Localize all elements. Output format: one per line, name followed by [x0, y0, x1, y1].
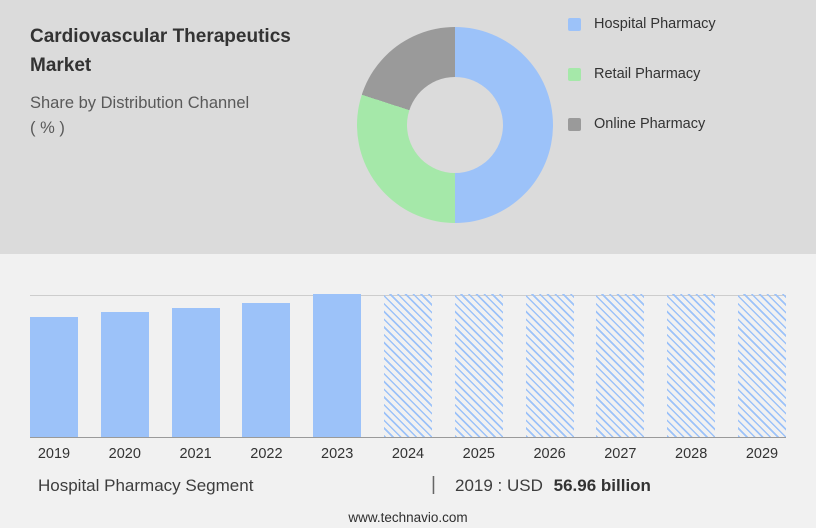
bottom-panel: 2019 2020 2021 2022 2023 2024 2025 2026 2027 2028… [0, 254, 816, 528]
bar-2019 [30, 317, 78, 437]
bar-chart: 2019 2020 2021 2022 2023 2024 2025 2026 2027 2028… [30, 294, 786, 462]
website-url: www.technavio.com [348, 510, 468, 525]
bar-2028 [667, 294, 716, 437]
bar-2025 [454, 294, 503, 437]
donut-chart [357, 27, 553, 223]
page-title: Cardiovascular Therapeutics Market [30, 26, 291, 77]
legend-swatch-retail-pharmacy [568, 67, 581, 81]
legend-swatch-online-pharmacy [568, 117, 581, 131]
legend-item-retail-pharmacy: Retail Pharmacy [568, 64, 716, 84]
stat-prefix: 2019 : USD [455, 476, 543, 495]
x-tick-2020: 2020 [108, 446, 141, 462]
bar-2027 [596, 294, 645, 437]
x-tick-2019: 2019 [37, 446, 71, 462]
legend-item-hospital-pharmacy: Hospital Pharmacy [568, 14, 716, 34]
x-tick-2022: 2022 [250, 446, 283, 462]
x-tick-2026: 2026 [533, 446, 566, 462]
bar-2020 [100, 312, 149, 437]
chart-subtitle: Share by Distribution Channel [30, 93, 250, 112]
x-tick-2028: 2028 [675, 446, 708, 462]
bar-2023 [313, 294, 362, 437]
x-tick-2025: 2025 [462, 446, 495, 462]
header: Cardiovascular Therapeutics Market Share… [30, 22, 335, 140]
footer-separator: | [431, 474, 436, 495]
x-tick-2024: 2024 [391, 446, 425, 462]
unit-label: ( % ) [30, 118, 65, 137]
stat-2019: 2019 : USD 56.96 billion [455, 476, 651, 496]
x-tick-2023: 2023 [321, 446, 354, 462]
pie-legend: Hospital Pharmacy Retail Pharmacy Online… [568, 14, 716, 164]
bar-2024 [383, 294, 432, 437]
bar-2026 [525, 294, 574, 437]
x-tick-2021: 2021 [179, 446, 212, 462]
footer: Hospital Pharmacy Segment | 2019 : USD 5… [38, 474, 778, 502]
legend-label: Online Pharmacy [594, 116, 706, 132]
x-axis-labels: 2019 2020 2021 2022 2023 2024 2025 2026 2027 2028… [30, 446, 786, 462]
x-tick-2027: 2027 [604, 446, 637, 462]
bar-2021 [171, 308, 220, 437]
legend-swatch-hospital-pharmacy [568, 17, 581, 31]
x-tick-2029: 2029 [745, 446, 779, 462]
top-panel: Cardiovascular Therapeutics Market Share… [0, 0, 816, 254]
bar-2029 [737, 294, 786, 437]
plot-area [30, 294, 786, 438]
segment-label: Hospital Pharmacy Segment [38, 476, 254, 495]
stat-value: 56.96 billion [553, 476, 651, 495]
legend-label: Retail Pharmacy [594, 66, 701, 82]
legend-label: Hospital Pharmacy [594, 16, 716, 32]
donut-hole [407, 77, 503, 173]
legend-item-online-pharmacy: Online Pharmacy [568, 114, 716, 134]
bar-2022 [242, 303, 291, 437]
